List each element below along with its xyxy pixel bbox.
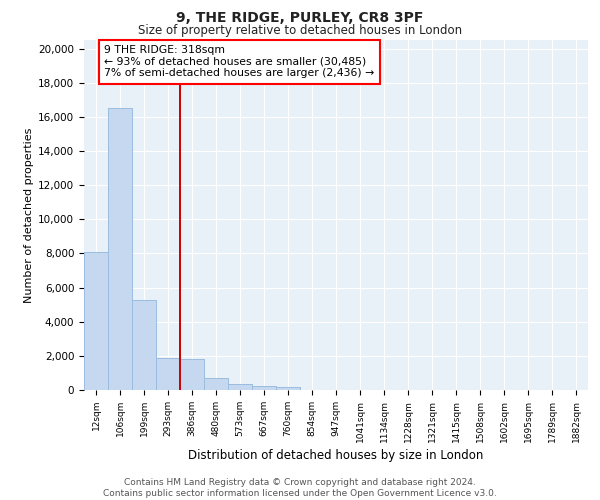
Bar <box>252 386 276 390</box>
Bar <box>180 360 204 390</box>
Bar <box>132 300 156 390</box>
Text: Size of property relative to detached houses in London: Size of property relative to detached ho… <box>138 24 462 37</box>
Y-axis label: Number of detached properties: Number of detached properties <box>24 128 34 302</box>
X-axis label: Distribution of detached houses by size in London: Distribution of detached houses by size … <box>188 449 484 462</box>
Text: Contains HM Land Registry data © Crown copyright and database right 2024.
Contai: Contains HM Land Registry data © Crown c… <box>103 478 497 498</box>
Bar <box>276 386 300 390</box>
Text: 9, THE RIDGE, PURLEY, CR8 3PF: 9, THE RIDGE, PURLEY, CR8 3PF <box>176 11 424 25</box>
Bar <box>228 384 252 390</box>
Bar <box>204 378 228 390</box>
Bar <box>156 358 180 390</box>
Bar <box>156 358 180 390</box>
Bar <box>84 252 108 390</box>
Bar <box>204 378 228 390</box>
Bar <box>252 386 276 390</box>
Bar <box>228 384 252 390</box>
Bar <box>108 108 132 390</box>
Bar <box>132 300 156 390</box>
Bar <box>84 252 108 390</box>
Bar <box>276 386 300 390</box>
Bar <box>180 360 204 390</box>
Text: 9 THE RIDGE: 318sqm
← 93% of detached houses are smaller (30,485)
7% of semi-det: 9 THE RIDGE: 318sqm ← 93% of detached ho… <box>104 46 374 78</box>
Bar <box>108 108 132 390</box>
